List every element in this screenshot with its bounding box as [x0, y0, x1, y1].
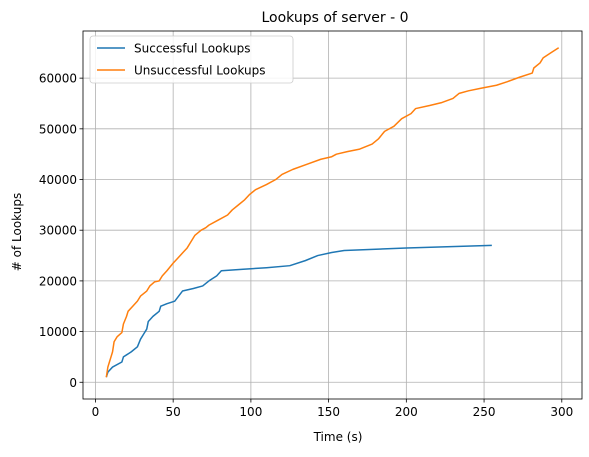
x-tick-label: 150: [317, 405, 340, 419]
legend-label: Successful Lookups: [134, 42, 251, 56]
y-axis-label: # of Lookups: [10, 193, 24, 271]
y-tick-label: 10000: [39, 325, 77, 339]
x-tick-label: 50: [166, 405, 181, 419]
chart-title: Lookups of server - 0: [262, 10, 409, 26]
series-line-2: [105, 47, 560, 378]
x-tick-label: 250: [473, 405, 496, 419]
plot-frame: [82, 30, 583, 400]
y-tick-label: 50000: [39, 122, 77, 136]
y-tick-label: 0: [69, 376, 77, 390]
y-tick-label: 20000: [39, 274, 77, 288]
legend-box: [89, 35, 294, 84]
series-line-1: [105, 244, 492, 378]
y-tick-label: 60000: [39, 72, 77, 86]
x-tick-label: 300: [550, 405, 573, 419]
legend-label: Unsuccessful Lookups: [134, 64, 266, 78]
y-tick-label: 40000: [39, 173, 77, 187]
x-tick-label: 200: [395, 405, 418, 419]
x-axis-label: Time (s): [313, 430, 363, 444]
legend: Successful Lookups Unsuccessful Lookups: [89, 35, 294, 84]
x-tick-label: 100: [239, 405, 262, 419]
x-tick-label: 0: [92, 405, 100, 419]
y-tick-label: 30000: [39, 224, 77, 238]
